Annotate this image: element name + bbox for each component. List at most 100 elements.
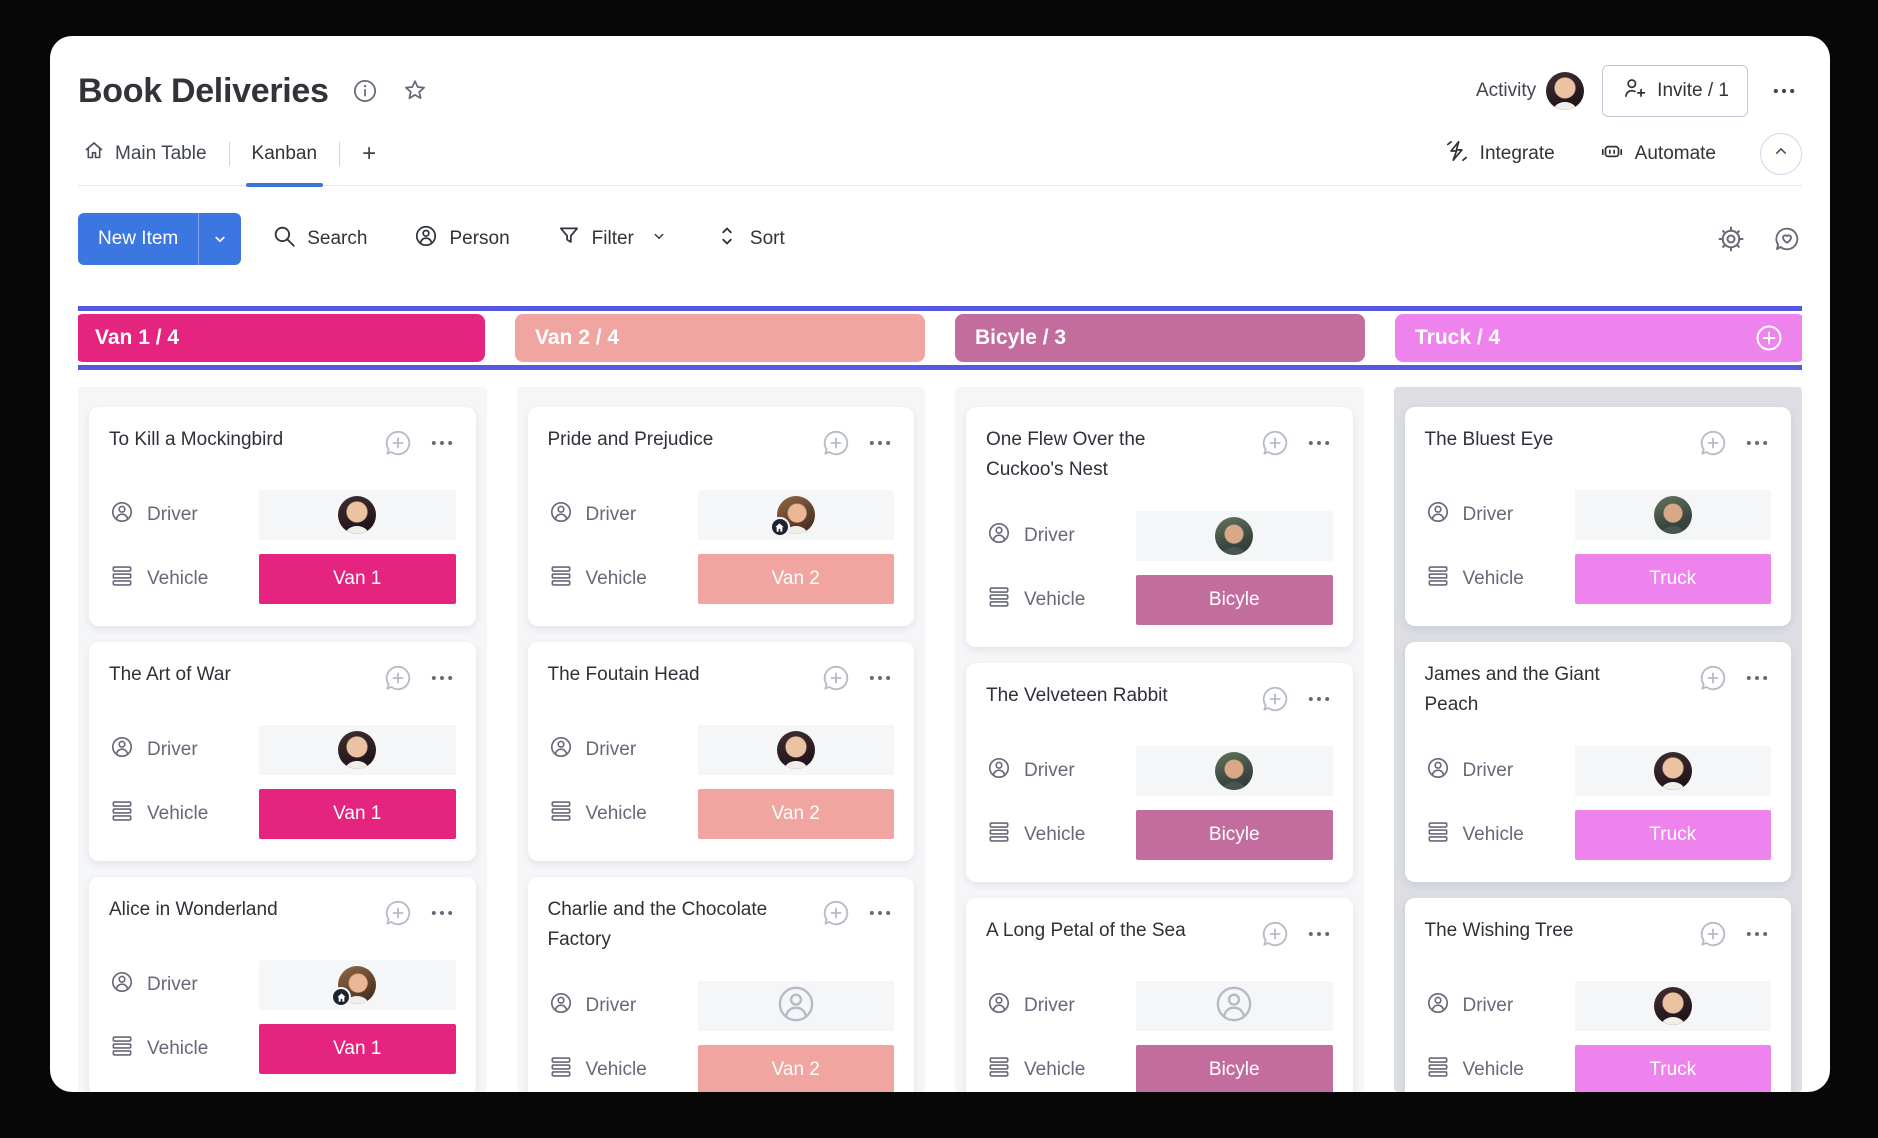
- add-update-icon[interactable]: [820, 662, 852, 699]
- driver-avatar[interactable]: [1215, 752, 1254, 790]
- driver-field[interactable]: [1574, 490, 1771, 540]
- driver-avatar[interactable]: [331, 966, 377, 1007]
- kanban-card[interactable]: The Velveteen Rabbit Driver Vehicle Bicyle: [966, 663, 1353, 882]
- vehicle-status-button[interactable]: Bicyle: [1136, 1045, 1333, 1092]
- card-menu-icon[interactable]: [866, 664, 894, 697]
- add-update-icon[interactable]: [1697, 662, 1729, 699]
- vehicle-status-button[interactable]: Truck: [1574, 810, 1771, 860]
- activity-button[interactable]: Activity: [1476, 72, 1585, 110]
- vehicle-status-button[interactable]: Van 1: [259, 1024, 456, 1074]
- driver-field[interactable]: [1136, 511, 1333, 561]
- card-menu-icon[interactable]: [1743, 920, 1771, 953]
- kanban-column-header-2[interactable]: Van 2 / 4: [515, 314, 925, 362]
- kanban-card[interactable]: Charlie and the Chocolate Factory Driver V…: [527, 877, 914, 1092]
- card-menu-icon[interactable]: [428, 899, 456, 932]
- driver-person-icon: [986, 990, 1012, 1022]
- driver-field[interactable]: [259, 490, 456, 540]
- favorite-star-icon[interactable]: [401, 77, 429, 105]
- kanban-card[interactable]: Alice in Wonderland Driver Vehicle Van 1: [89, 877, 476, 1092]
- vehicle-status-button[interactable]: Van 2: [697, 789, 894, 839]
- add-update-icon[interactable]: [382, 662, 414, 699]
- card-menu-icon[interactable]: [866, 429, 894, 462]
- person-filter-button[interactable]: Person: [397, 213, 525, 265]
- card-menu-icon[interactable]: [1305, 920, 1333, 953]
- add-update-icon[interactable]: [820, 897, 852, 934]
- automate-button[interactable]: Automate: [1599, 138, 1716, 170]
- card-menu-icon[interactable]: [866, 899, 894, 932]
- driver-avatar[interactable]: [769, 496, 815, 537]
- add-update-icon[interactable]: [1259, 918, 1291, 955]
- kanban-card[interactable]: The Foutain Head Driver Vehicle Van 2: [527, 642, 914, 861]
- collapse-header-button[interactable]: [1760, 132, 1802, 175]
- add-update-icon[interactable]: [1697, 918, 1729, 955]
- card-menu-icon[interactable]: [1305, 685, 1333, 718]
- kanban-card[interactable]: To Kill a Mockingbird Driver Vehicle Van 1: [89, 407, 476, 626]
- vehicle-status-button[interactable]: Van 1: [259, 789, 456, 839]
- kanban-column-header-1[interactable]: Van 1 / 4: [78, 314, 485, 362]
- driver-avatar[interactable]: [1653, 752, 1692, 790]
- kanban-card[interactable]: A Long Petal of the Sea Driver Vehicle Bicy…: [966, 898, 1353, 1092]
- vehicle-status-button[interactable]: Truck: [1574, 554, 1771, 604]
- driver-avatar[interactable]: [1653, 987, 1692, 1025]
- kanban-card[interactable]: James and the Giant Peach Driver Vehicle Tr…: [1404, 642, 1791, 882]
- card-menu-icon[interactable]: [428, 429, 456, 462]
- add-update-icon[interactable]: [1259, 683, 1291, 720]
- driver-field[interactable]: [1574, 746, 1771, 796]
- feedback-heart-icon[interactable]: [1772, 224, 1802, 254]
- driver-avatar[interactable]: [1215, 517, 1254, 555]
- vehicle-status-button[interactable]: Van 2: [697, 1045, 894, 1092]
- kanban-card[interactable]: The Art of War Driver Vehicle Van 1: [89, 642, 476, 861]
- invite-button[interactable]: Invite / 1: [1602, 65, 1748, 117]
- card-menu-icon[interactable]: [1305, 429, 1333, 462]
- add-update-icon[interactable]: [382, 427, 414, 464]
- add-update-icon[interactable]: [1259, 427, 1291, 464]
- new-item-button[interactable]: New Item: [98, 228, 179, 249]
- add-update-icon[interactable]: [382, 897, 414, 934]
- driver-avatar[interactable]: [338, 731, 377, 769]
- driver-avatar[interactable]: [338, 496, 377, 534]
- driver-field[interactable]: [259, 960, 456, 1010]
- vehicle-status-button[interactable]: Bicyle: [1136, 575, 1333, 625]
- card-menu-icon[interactable]: [1743, 429, 1771, 462]
- driver-field[interactable]: [697, 981, 894, 1031]
- sort-button[interactable]: Sort: [698, 213, 801, 265]
- search-button[interactable]: Search: [255, 213, 383, 265]
- driver-person-icon: [109, 499, 135, 531]
- kanban-column-header-4[interactable]: Truck / 4: [1395, 314, 1802, 362]
- driver-field[interactable]: [1574, 981, 1771, 1031]
- vehicle-status-button[interactable]: Van 2: [697, 554, 894, 604]
- add-update-icon[interactable]: [1697, 427, 1729, 464]
- driver-field[interactable]: [1136, 746, 1333, 796]
- card-menu-icon[interactable]: [428, 664, 456, 697]
- integrate-button[interactable]: Integrate: [1444, 138, 1555, 170]
- vehicle-status-button[interactable]: Bicyle: [1136, 810, 1333, 860]
- new-item-dropdown[interactable]: [198, 213, 241, 265]
- kanban-header-row[interactable]: Van 1 / 4 Van 2 / 4 Bicyle / 3 Truck / 4: [78, 306, 1802, 370]
- tab-kanban[interactable]: Kanban: [245, 122, 323, 187]
- tab-add[interactable]: +: [358, 122, 380, 185]
- kanban-card[interactable]: Pride and Prejudice Driver Vehicle Van 2: [527, 407, 914, 626]
- kanban-card[interactable]: One Flew Over the Cuckoo's Nest Driver Veh…: [966, 407, 1353, 647]
- board-menu-icon[interactable]: [1766, 73, 1802, 109]
- card-menu-icon[interactable]: [1743, 664, 1771, 697]
- kanban-column-header-3[interactable]: Bicyle / 3: [955, 314, 1365, 362]
- driver-avatar[interactable]: [776, 731, 815, 769]
- add-item-icon[interactable]: [1753, 322, 1785, 354]
- new-item-split-button[interactable]: New Item: [78, 213, 242, 265]
- add-update-icon[interactable]: [820, 427, 852, 464]
- kanban-card[interactable]: The Wishing Tree Driver Vehicle Truck: [1404, 898, 1791, 1092]
- driver-field[interactable]: [259, 725, 456, 775]
- vehicle-status-button[interactable]: Truck: [1574, 1045, 1771, 1092]
- settings-gear-icon[interactable]: [1716, 224, 1746, 254]
- card-header: The Art of War: [109, 660, 456, 699]
- kanban-card[interactable]: The Bluest Eye Driver Vehicle Truck: [1404, 407, 1791, 626]
- driver-field[interactable]: [697, 490, 894, 540]
- driver-avatar[interactable]: [1653, 496, 1692, 534]
- vehicle-status-button[interactable]: Van 1: [259, 554, 456, 604]
- driver-field[interactable]: [1136, 981, 1333, 1031]
- info-icon[interactable]: [351, 77, 379, 105]
- tab-main-table[interactable]: Main Table: [78, 122, 211, 185]
- user-avatar[interactable]: [1546, 72, 1585, 110]
- driver-field[interactable]: [697, 725, 894, 775]
- filter-button[interactable]: Filter: [540, 213, 684, 265]
